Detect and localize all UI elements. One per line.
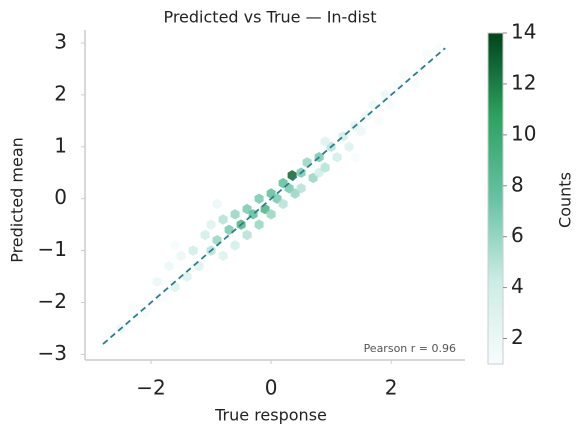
reference-line bbox=[102, 47, 446, 345]
hexbin-cell bbox=[332, 152, 342, 163]
chart-title: Predicted vs True — In-dist bbox=[163, 8, 376, 27]
colorbar-label: Counts bbox=[556, 172, 575, 228]
hexbin-cell bbox=[320, 162, 330, 173]
y-axis-label: Predicted mean bbox=[8, 137, 27, 263]
hexbin-cell bbox=[356, 126, 366, 137]
colorbar-tick-label: 10 bbox=[511, 121, 536, 145]
hexbin-cell bbox=[380, 89, 390, 101]
hexbin-cell bbox=[410, 79, 420, 90]
hexbin-cell bbox=[398, 68, 408, 80]
colorbar bbox=[487, 32, 504, 365]
y-tick-label: 2 bbox=[54, 81, 67, 105]
hexbin-cell bbox=[242, 229, 252, 241]
hexbin-cell bbox=[128, 302, 138, 313]
x-tick-label: −2 bbox=[136, 376, 165, 400]
colorbar-tick-label: 14 bbox=[511, 20, 536, 44]
colorbar-tick-label: 6 bbox=[511, 223, 524, 247]
hexbin-cell bbox=[266, 209, 276, 220]
hexbin-cell bbox=[302, 157, 312, 168]
x-tick-label: 2 bbox=[385, 376, 398, 400]
hexbin-cell bbox=[158, 292, 168, 303]
hexbin-cell bbox=[254, 219, 264, 230]
y-tick-label: 1 bbox=[54, 133, 67, 157]
colorbar-tick-label: 4 bbox=[511, 274, 524, 298]
hexbin-cell bbox=[386, 100, 396, 111]
hexbin-cell bbox=[368, 100, 378, 111]
hexbin-cell bbox=[422, 48, 432, 59]
hexbin-cell bbox=[170, 240, 180, 251]
y-tick-label: −3 bbox=[38, 341, 67, 365]
hexbin-cell bbox=[176, 250, 186, 261]
hexbin-cell bbox=[206, 219, 216, 230]
x-tick-label: 0 bbox=[265, 376, 278, 400]
hexbin-cell bbox=[254, 193, 264, 204]
hexbin-cell bbox=[218, 250, 228, 261]
hexbin-cell bbox=[200, 229, 210, 241]
colorbar-tick-label: 2 bbox=[511, 325, 524, 349]
hexbin-cell bbox=[350, 152, 360, 163]
y-tick-label: 3 bbox=[54, 29, 67, 53]
hexbin-cell bbox=[170, 281, 180, 293]
y-tick-label: 0 bbox=[54, 185, 67, 209]
hexbin-cell bbox=[296, 183, 306, 194]
annotation: Pearson r = 0.96 bbox=[364, 342, 456, 355]
hexbin-cell bbox=[434, 43, 444, 54]
hexbin-cell bbox=[230, 240, 240, 251]
hexbin-cell bbox=[164, 261, 174, 272]
hexbin-cell bbox=[374, 115, 384, 126]
hexbin-cell bbox=[278, 198, 288, 210]
y-tick-label: −1 bbox=[38, 237, 67, 261]
hexbin-cell bbox=[344, 141, 354, 152]
hexbin-cell bbox=[230, 209, 240, 220]
colorbar-tick-label: 8 bbox=[511, 172, 524, 196]
hexbin-cell bbox=[320, 136, 330, 147]
colorbar-tick-label: 12 bbox=[511, 70, 536, 94]
y-tick-label: −2 bbox=[38, 289, 67, 313]
x-axis-label: True response bbox=[214, 406, 327, 425]
hexbin-cell bbox=[188, 245, 198, 256]
hexbin-cell bbox=[218, 214, 228, 225]
hexbin-cell bbox=[152, 276, 162, 287]
hexbin-cell bbox=[392, 79, 402, 90]
hexbin-cell bbox=[212, 198, 222, 210]
hexbin-cell bbox=[182, 271, 192, 282]
